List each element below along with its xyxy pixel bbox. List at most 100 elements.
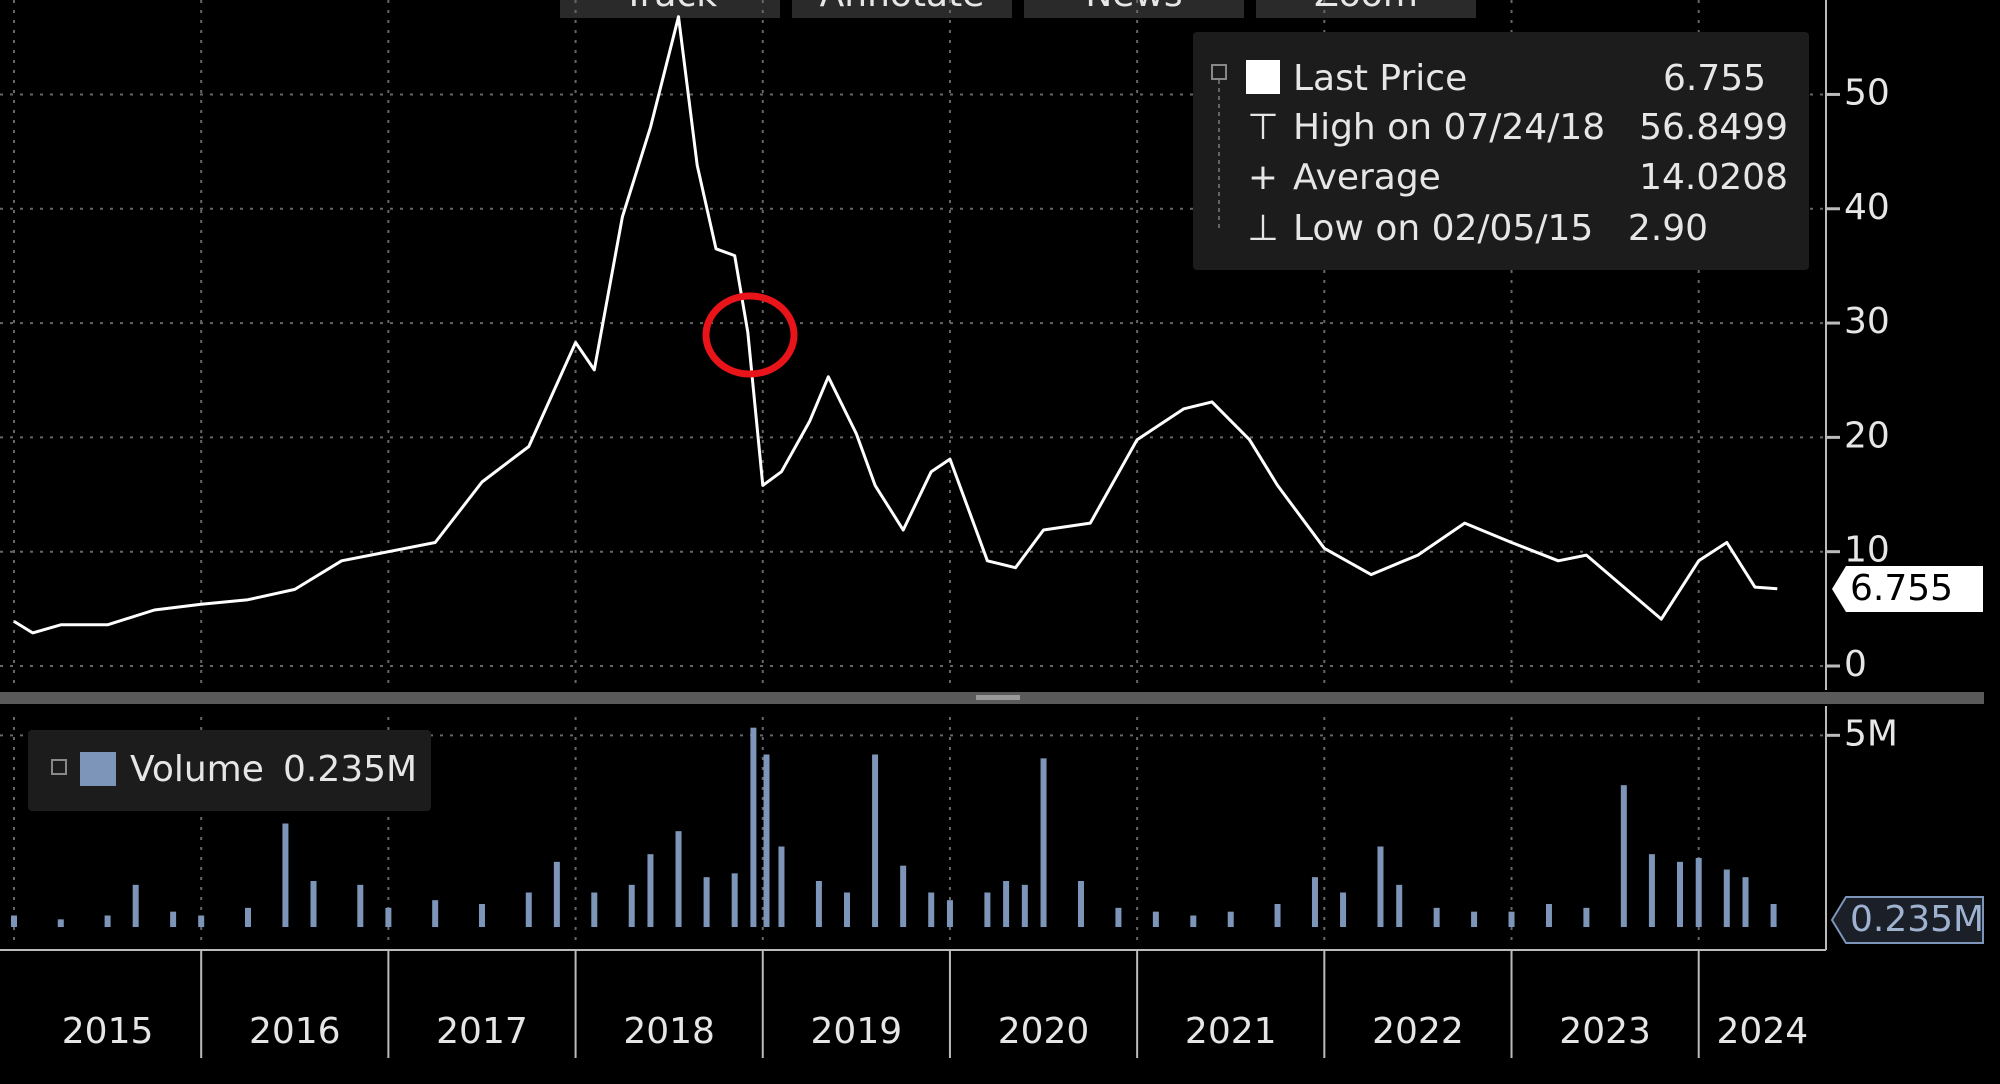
toolbar-label[interactable]: Zoom [1314, 0, 1418, 15]
volume-bar [1377, 846, 1384, 927]
legend-label: Last Price [1293, 58, 1467, 99]
volume-bar [478, 904, 485, 927]
volume-bar [763, 754, 770, 927]
volume-bar [1620, 785, 1627, 927]
legend-label: High on 07/24/18 [1293, 107, 1605, 148]
volume-bar [647, 854, 654, 927]
volume-bar [591, 892, 598, 927]
volume-bar [1040, 758, 1047, 927]
volume-bar [1311, 877, 1318, 927]
x-tick-label: 2017 [436, 1011, 528, 1052]
volume-bar [675, 831, 682, 927]
volume-bar [750, 727, 757, 927]
toolbar-label[interactable]: Track [622, 0, 717, 15]
volume-bar [928, 892, 935, 927]
collapse-icon [1211, 64, 1227, 80]
volume-legend: Volume 0.235M [28, 730, 431, 811]
x-tick-label: 2016 [249, 1011, 341, 1052]
volume-bar [1742, 877, 1749, 927]
legend-value: 0.235M [283, 749, 417, 790]
highlight-circle [702, 292, 798, 378]
volume-bar [1770, 904, 1777, 927]
volume-bar [1508, 911, 1515, 927]
x-tick-label: 2022 [1372, 1011, 1464, 1052]
legend-label: Average [1293, 157, 1441, 198]
volume-bar [1115, 907, 1122, 927]
volume-bar [984, 892, 991, 927]
x-tick-label: 2019 [811, 1011, 903, 1052]
volume-bar [1003, 881, 1010, 927]
toolbar-button[interactable] [792, 0, 1012, 18]
x-tick-label: 2015 [62, 1011, 154, 1052]
legend-box [1193, 32, 1809, 270]
legend-value: 14.0208 [1639, 157, 1788, 198]
last-volume-label: 0.235M [1850, 899, 1984, 940]
volume-bar [1433, 907, 1440, 927]
volume-bar [525, 892, 532, 927]
volume-bar [11, 915, 17, 927]
y-tick-label: 10 [1844, 530, 1890, 571]
price-line [13, 15, 1778, 635]
volume-bar [432, 900, 439, 927]
volume-bar [843, 892, 850, 927]
volume-bar [282, 823, 289, 927]
volume-bar [1227, 911, 1234, 927]
volume-bar [1695, 858, 1702, 927]
volume-bar [357, 884, 364, 927]
volume-bar [1190, 915, 1197, 927]
volume-bar [1676, 861, 1683, 927]
legend-icon: + [1248, 157, 1278, 198]
x-tick-label: 2024 [1717, 1011, 1809, 1052]
toolbar-button[interactable] [1024, 0, 1244, 18]
tag-box [1830, 896, 1984, 944]
volume-bar [1021, 884, 1028, 927]
toolbar-label[interactable]: News [1085, 0, 1182, 15]
price-legend: Last Price 6.755 ⊤ High on 07/24/18 56.8… [1193, 32, 1809, 270]
legend-value: 6.755 [1663, 58, 1766, 99]
last-volume-tag: 0.235M [1830, 896, 1984, 944]
volume-bar [132, 884, 139, 927]
volume-bar [1545, 904, 1552, 927]
toolbar: Track Annotate News Zoom [560, 0, 1476, 18]
marks [11, 15, 1778, 927]
volume-bar [1077, 881, 1084, 927]
x-tick-label: 2020 [998, 1011, 1090, 1052]
volume-bar [872, 754, 879, 927]
legend-value: 56.8499 [1639, 107, 1788, 148]
legend-icon: ⊥ [1247, 208, 1278, 249]
volume-bar [57, 919, 64, 927]
last-price-tag: 6.755 [1832, 566, 1983, 612]
volume-bar [1583, 907, 1590, 927]
legend-label: Low on 02/05/15 [1293, 208, 1593, 249]
x-tick-label: 2021 [1185, 1011, 1277, 1052]
legend-label: Volume [130, 749, 264, 790]
volume-bar [1274, 904, 1281, 927]
volume-bar [553, 861, 560, 927]
toolbar-label[interactable]: Annotate [820, 0, 985, 15]
y-tick-label: 50 [1844, 72, 1890, 113]
volume-bar [778, 846, 785, 927]
volume-bar [1152, 911, 1159, 927]
toolbar-button[interactable] [560, 0, 780, 18]
volume-bar [385, 907, 392, 927]
toolbar-button[interactable] [1256, 0, 1476, 18]
legend-box [28, 730, 431, 811]
collapse-icon [51, 759, 67, 775]
volume-bar [1340, 892, 1347, 927]
volume-bar [104, 915, 111, 927]
volume-bar [1723, 869, 1730, 927]
y-tick-label: 5M [1844, 713, 1898, 754]
volume-bar [1471, 911, 1478, 927]
legend-swatch [1246, 60, 1280, 94]
separator-handle [976, 695, 1020, 700]
x-tick-label: 2018 [623, 1011, 715, 1052]
volume-bar [310, 881, 317, 927]
y-tick-label: 0 [1844, 644, 1867, 685]
volume-bar [731, 873, 738, 927]
volume-bar [628, 884, 635, 927]
y-tick-label: 20 [1844, 415, 1890, 456]
volume-bar [198, 915, 205, 927]
legend-icon: ⊤ [1247, 107, 1278, 148]
volume-bar [1648, 854, 1655, 927]
